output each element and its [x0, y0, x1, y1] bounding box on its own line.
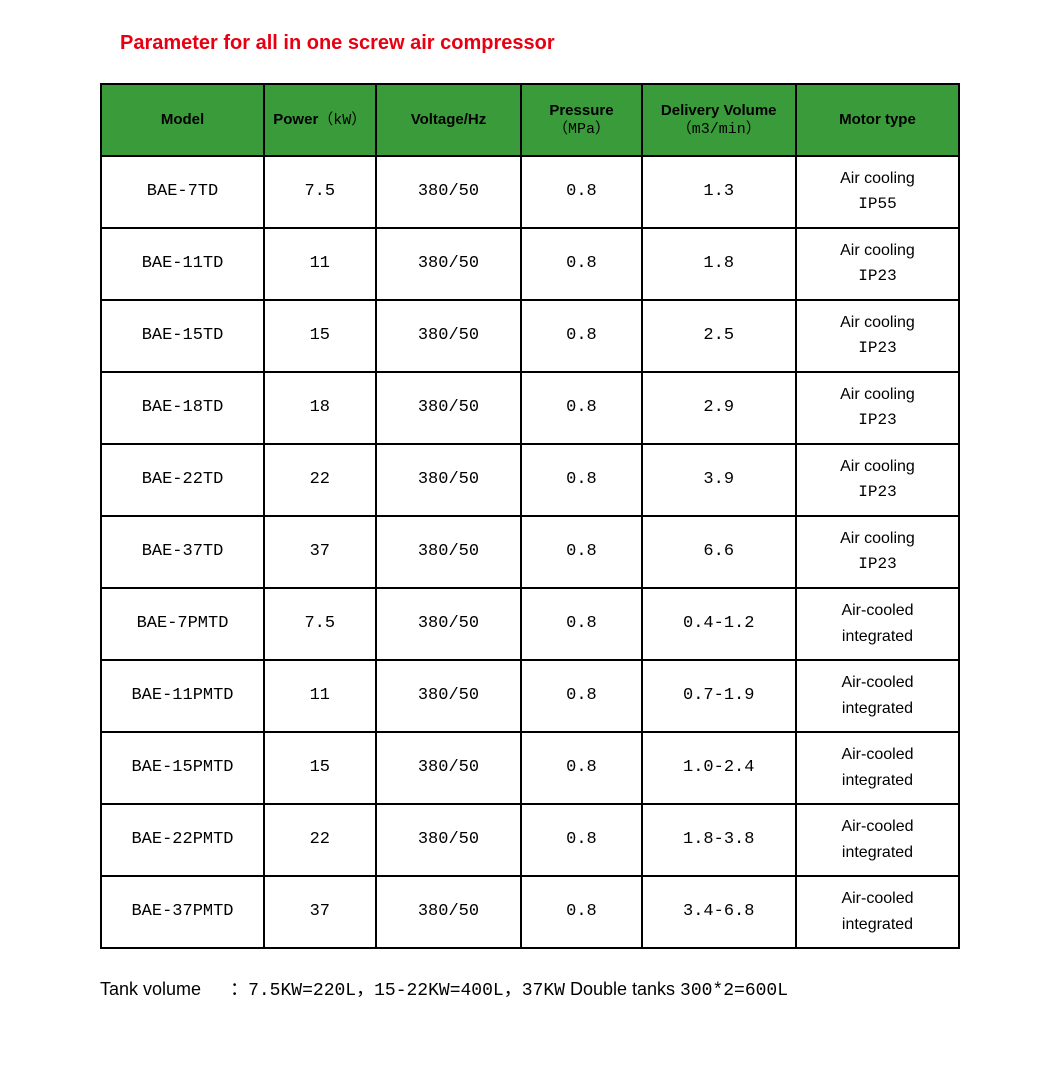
cell: BAE-15PMTD [101, 732, 264, 804]
cell: BAE-15TD [101, 300, 264, 372]
cell: BAE-37TD [101, 516, 264, 588]
cell: 380/50 [376, 372, 522, 444]
cell: 1.3 [642, 156, 796, 228]
cell-motor-type: Air coolingIP23 [796, 444, 959, 516]
cell: 37 [264, 516, 376, 588]
tank-volume-label: Tank volume [100, 979, 201, 1000]
cell: 15 [264, 732, 376, 804]
cell: 380/50 [376, 228, 522, 300]
col-header-5: Motor type [796, 84, 959, 156]
cell: 2.5 [642, 300, 796, 372]
cell: 15 [264, 300, 376, 372]
cell: 11 [264, 660, 376, 732]
tank-volume-sep: ： [230, 981, 248, 1001]
table-row: BAE-37TD37380/500.86.6Air coolingIP23 [101, 516, 959, 588]
table-row: BAE-11PMTD11380/500.80.7-1.9Air-cooledin… [101, 660, 959, 732]
cell: 1.0-2.4 [642, 732, 796, 804]
table-row: BAE-22TD22380/500.83.9Air coolingIP23 [101, 444, 959, 516]
cell: BAE-11PMTD [101, 660, 264, 732]
cell-motor-type: Air coolingIP55 [796, 156, 959, 228]
cell-motor-type: Air coolingIP23 [796, 228, 959, 300]
cell-motor-type: Air coolingIP23 [796, 516, 959, 588]
table-row: BAE-7TD7.5380/500.81.3Air coolingIP55 [101, 156, 959, 228]
cell: 3.9 [642, 444, 796, 516]
cell-motor-type: Air-cooledintegrated [796, 660, 959, 732]
tank-volume-double: Double tanks [565, 979, 680, 999]
cell: BAE-22TD [101, 444, 264, 516]
cell: 1.8 [642, 228, 796, 300]
cell: 0.8 [521, 372, 641, 444]
cell: 0.8 [521, 156, 641, 228]
cell: 380/50 [376, 516, 522, 588]
cell: 0.8 [521, 300, 641, 372]
cell: 0.8 [521, 804, 641, 876]
cell-motor-type: Air-cooledintegrated [796, 588, 959, 660]
cell-motor-type: Air-cooledintegrated [796, 876, 959, 948]
cell: BAE-18TD [101, 372, 264, 444]
cell: 2.9 [642, 372, 796, 444]
cell: BAE-37PMTD [101, 876, 264, 948]
cell: 380/50 [376, 588, 522, 660]
cell: BAE-11TD [101, 228, 264, 300]
cell: 380/50 [376, 300, 522, 372]
cell: 37 [264, 876, 376, 948]
table-row: BAE-11TD11380/500.81.8Air coolingIP23 [101, 228, 959, 300]
cell-motor-type: Air coolingIP23 [796, 372, 959, 444]
cell: 0.8 [521, 876, 641, 948]
cell: 6.6 [642, 516, 796, 588]
tank-volume-note: Tank volume ：7.5KW=220L，15-22KW=400L，37K… [100, 975, 960, 1001]
cell: 22 [264, 444, 376, 516]
cell-motor-type: Air coolingIP23 [796, 300, 959, 372]
spec-table: ModelPower（kW）Voltage/HzPressure（MPa）Del… [100, 83, 960, 949]
col-header-0: Model [101, 84, 264, 156]
cell: 380/50 [376, 444, 522, 516]
cell: 22 [264, 804, 376, 876]
cell: 0.8 [521, 732, 641, 804]
cell: 0.8 [521, 228, 641, 300]
table-row: BAE-22PMTD22380/500.81.8-3.8Air-cooledin… [101, 804, 959, 876]
cell: 0.7-1.9 [642, 660, 796, 732]
table-row: BAE-18TD18380/500.82.9Air coolingIP23 [101, 372, 959, 444]
table-row: BAE-37PMTD37380/500.83.4-6.8Air-cooledin… [101, 876, 959, 948]
col-header-4: Delivery Volume（m3/min） [642, 84, 796, 156]
cell: 1.8-3.8 [642, 804, 796, 876]
cell: 11 [264, 228, 376, 300]
cell: 0.4-1.2 [642, 588, 796, 660]
table-row: BAE-15PMTD15380/500.81.0-2.4Air-cooledin… [101, 732, 959, 804]
cell: 0.8 [521, 444, 641, 516]
cell: 380/50 [376, 732, 522, 804]
cell: 380/50 [376, 876, 522, 948]
col-header-2: Voltage/Hz [376, 84, 522, 156]
cell-motor-type: Air-cooledintegrated [796, 732, 959, 804]
cell: 380/50 [376, 804, 522, 876]
cell: 0.8 [521, 660, 641, 732]
table-row: BAE-7PMTD7.5380/500.80.4-1.2Air-cooledin… [101, 588, 959, 660]
table-row: BAE-15TD15380/500.82.5Air coolingIP23 [101, 300, 959, 372]
cell: 0.8 [521, 516, 641, 588]
cell: 7.5 [264, 588, 376, 660]
tank-volume-part2: 300*2=600L [680, 981, 788, 1001]
cell: 18 [264, 372, 376, 444]
col-header-1: Power（kW） [264, 84, 376, 156]
cell: 380/50 [376, 156, 522, 228]
cell: 380/50 [376, 660, 522, 732]
cell: BAE-22PMTD [101, 804, 264, 876]
cell: 0.8 [521, 588, 641, 660]
cell: BAE-7TD [101, 156, 264, 228]
col-header-3: Pressure（MPa） [521, 84, 641, 156]
cell-motor-type: Air-cooledintegrated [796, 804, 959, 876]
cell: 3.4-6.8 [642, 876, 796, 948]
page-title: Parameter for all in one screw air compr… [120, 32, 960, 55]
cell: 7.5 [264, 156, 376, 228]
cell: BAE-7PMTD [101, 588, 264, 660]
table-header-row: ModelPower（kW）Voltage/HzPressure（MPa）Del… [101, 84, 959, 156]
tank-volume-part1: 7.5KW=220L，15-22KW=400L，37KW [248, 981, 565, 1001]
